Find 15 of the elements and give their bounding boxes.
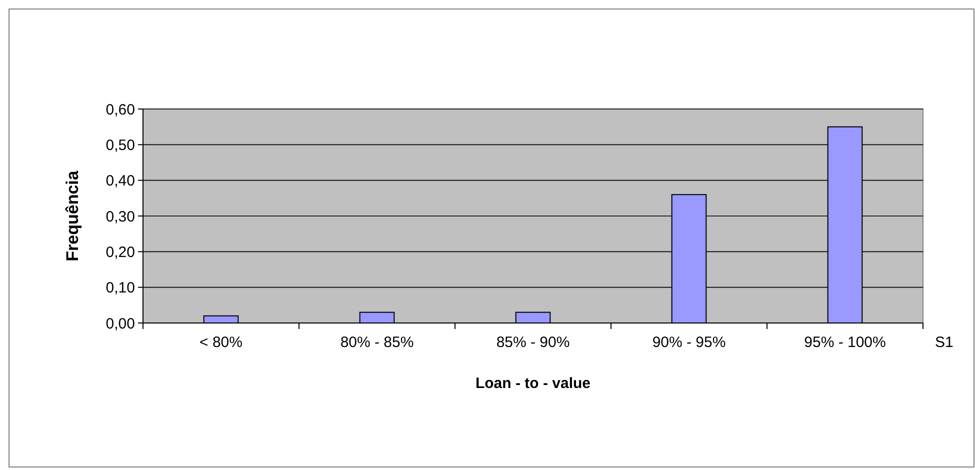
x-tick-label: 90% - 95% xyxy=(652,334,726,351)
y-tick-label: 0,40 xyxy=(106,172,135,190)
x-axis-title: Loan - to - value xyxy=(475,375,591,392)
y-tick-label: 0,20 xyxy=(106,244,135,261)
x-tick-label: 80% - 85% xyxy=(340,334,414,351)
y-tick-label: 0,60 xyxy=(106,101,135,118)
x-tick-label: 85% - 90% xyxy=(496,334,570,351)
x-tick-label: 95% - 100% xyxy=(804,334,886,351)
x-tick-label: < 80% xyxy=(200,334,242,351)
y-tick-label: 0,10 xyxy=(106,280,135,297)
y-tick-label: 0,30 xyxy=(106,208,135,226)
text: S1 xyxy=(935,334,954,351)
y-axis-title: Frequência xyxy=(63,170,82,262)
y-tick-label: 0,50 xyxy=(106,136,135,154)
y-tick-label: 0,00 xyxy=(106,315,135,332)
